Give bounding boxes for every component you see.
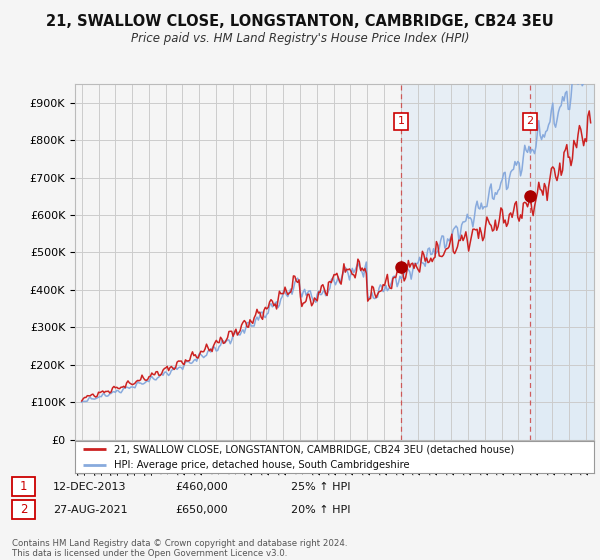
Text: 2: 2 — [20, 503, 28, 516]
Text: 21, SWALLOW CLOSE, LONGSTANTON, CAMBRIDGE, CB24 3EU: 21, SWALLOW CLOSE, LONGSTANTON, CAMBRIDG… — [46, 14, 554, 29]
Bar — [530, 84, 600, 440]
FancyBboxPatch shape — [12, 500, 35, 519]
Text: 2: 2 — [527, 116, 534, 127]
Text: Contains HM Land Registry data © Crown copyright and database right 2024.
This d: Contains HM Land Registry data © Crown c… — [12, 539, 347, 558]
Bar — [401, 84, 600, 440]
FancyBboxPatch shape — [12, 477, 35, 496]
Text: 1: 1 — [397, 116, 404, 127]
Text: 25% ↑ HPI: 25% ↑ HPI — [292, 482, 351, 492]
Text: 27-AUG-2021: 27-AUG-2021 — [53, 505, 127, 515]
Text: 12-DEC-2013: 12-DEC-2013 — [53, 482, 126, 492]
Text: £650,000: £650,000 — [175, 505, 227, 515]
Text: 20% ↑ HPI: 20% ↑ HPI — [292, 505, 351, 515]
Text: 1: 1 — [20, 480, 28, 493]
Text: 21, SWALLOW CLOSE, LONGSTANTON, CAMBRIDGE, CB24 3EU (detached house): 21, SWALLOW CLOSE, LONGSTANTON, CAMBRIDG… — [114, 445, 514, 455]
Text: HPI: Average price, detached house, South Cambridgeshire: HPI: Average price, detached house, Sout… — [114, 460, 410, 470]
Text: Price paid vs. HM Land Registry's House Price Index (HPI): Price paid vs. HM Land Registry's House … — [131, 32, 469, 45]
Text: £460,000: £460,000 — [175, 482, 228, 492]
